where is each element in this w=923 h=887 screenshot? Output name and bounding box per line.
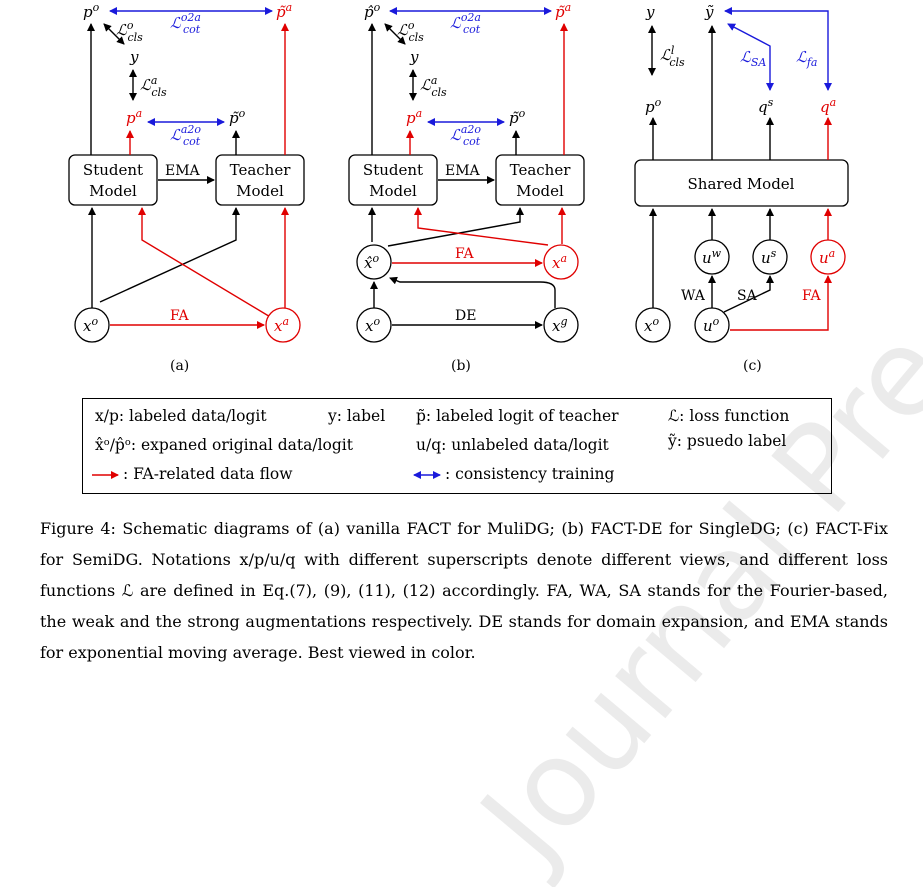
- b-loss-cot-o2a: ℒo2a cot: [450, 11, 481, 36]
- b-x-o-node: [356, 307, 392, 343]
- panel-c: y ỹ ℒl cls po qs qa ℒSA ℒfa Shared Model …: [634, 3, 849, 374]
- a-p-a: pa: [126, 107, 142, 127]
- a-fa-label: FA: [170, 308, 189, 324]
- b-x-a-node: [543, 244, 579, 280]
- a-x-a-node: [265, 307, 301, 343]
- c-panel-label: (c): [743, 358, 762, 374]
- b-fa-label: FA: [455, 246, 474, 262]
- a-x-a: xa: [274, 315, 289, 335]
- b-loss-cls-a: ℒa cls: [420, 74, 447, 99]
- b-de-label: DE: [455, 308, 476, 324]
- c-u-s: us: [761, 247, 777, 267]
- c-q-a: qa: [820, 96, 836, 116]
- b-x-o: xo: [365, 315, 380, 335]
- a-y: y: [129, 48, 139, 66]
- c-y-tilde: ỹ: [704, 3, 714, 21]
- a-cls-o-arrow: [103, 23, 125, 45]
- a-pt-a: p̃a: [276, 1, 292, 21]
- b-x-g: xg: [552, 315, 568, 335]
- legend-loss: ℒ: loss function: [668, 407, 790, 425]
- legend-xp: x/p: labeled data/logit: [95, 407, 267, 425]
- panel-a: po p̃a ℒo2a cot ℒo cls y ℒa cls pa p̃o ℒa2o…: [68, 1, 305, 374]
- legend-pt: p̃: labeled logit of teacher: [416, 407, 619, 425]
- b-teacher-label-2: Model: [516, 182, 564, 200]
- figure-caption: Figure 4: Schematic diagrams of (a) vani…: [40, 519, 888, 662]
- a-pt-o: p̃o: [229, 107, 246, 127]
- c-fa-label: FA: [802, 288, 821, 304]
- b-xg-to-xhat: [389, 276, 556, 308]
- b-loss-cls-o: ℒo cls: [397, 19, 424, 44]
- a-teacher-label-2: Model: [236, 182, 284, 200]
- a-loss-cls-o: ℒo cls: [116, 19, 143, 44]
- b-student-box: [348, 154, 438, 206]
- c-uo-to-us: [723, 275, 774, 313]
- b-x-hat-node: [356, 244, 392, 280]
- c-u-a-node: [810, 239, 846, 275]
- c-fa-arrow: [724, 7, 832, 91]
- c-u-a: ua: [819, 247, 835, 267]
- c-uo-to-ua: [730, 275, 832, 331]
- c-y: y: [645, 3, 655, 21]
- c-loss-sa: ℒSA: [740, 48, 766, 69]
- b-x-g-node: [543, 307, 579, 343]
- a-ema-label: EMA: [165, 163, 201, 179]
- b-y: y: [409, 48, 419, 66]
- panel-b: p̂o p̃a ℒo2a cot ℒo cls y ℒa cls pa p̃o ℒa2…: [348, 1, 585, 374]
- a-xo-to-teacher: [99, 207, 240, 303]
- b-p-o: p̂o: [364, 1, 381, 21]
- legend-ytilde: ỹ: psuedo label: [668, 432, 787, 450]
- a-loss-cot-o2a: ℒo2a cot: [170, 11, 201, 36]
- b-xhat-to-teacher: [387, 207, 524, 247]
- legend-fa-flow: : FA-related data flow: [123, 465, 293, 483]
- b-teacher-label-1: Teacher: [510, 161, 572, 179]
- b-pt-o: p̃o: [509, 107, 526, 127]
- c-x-o: xo: [644, 315, 659, 335]
- b-student-label-2: Model: [369, 182, 417, 200]
- b-loss-cot-a2o: ℒa2o cot: [450, 123, 481, 148]
- a-teacher-label-1: Teacher: [230, 161, 292, 179]
- legend-xhat: x̂ᵒ/p̂ᵒ: expaned original data/logit: [95, 436, 353, 454]
- c-wa-label: WA: [681, 288, 706, 304]
- c-q-s: qs: [758, 96, 774, 116]
- legend-box: x/p: labeled data/logit y: label p̃: lab…: [82, 398, 832, 494]
- b-teacher-box: [495, 154, 585, 206]
- figure-diagram: po p̃a ℒo2a cot ℒo cls y ℒa cls pa p̃o ℒa2o…: [68, 1, 849, 479]
- legend-uq: u/q: unlabeled data/logit: [416, 436, 609, 454]
- a-x-o: xo: [83, 315, 98, 335]
- c-shared-box: [634, 159, 849, 207]
- b-panel-label: (b): [451, 358, 471, 374]
- b-pt-a: p̃a: [555, 1, 571, 21]
- c-shared-label: Shared Model: [688, 175, 795, 193]
- a-x-o-node: [74, 307, 110, 343]
- a-student-label-2: Model: [89, 182, 137, 200]
- b-cls-o-arrow: [384, 23, 406, 45]
- c-p-o: po: [645, 96, 662, 116]
- legend-consistency: : consistency training: [445, 465, 615, 483]
- b-ema-label: EMA: [445, 163, 481, 179]
- c-loss-cls-l: ℒl cls: [660, 44, 685, 69]
- b-student-label-1: Student: [363, 161, 423, 179]
- legend-y: y: label: [328, 407, 386, 425]
- c-u-s-node: [752, 239, 788, 275]
- c-u-w-node: [694, 239, 730, 275]
- b-p-a: pa: [406, 107, 422, 127]
- c-loss-fa: ℒfa: [796, 48, 817, 69]
- a-xa-to-student: [138, 207, 273, 319]
- c-u-w: uw: [702, 247, 722, 267]
- a-loss-cls-a: ℒa cls: [140, 74, 167, 99]
- c-sa-label: SA: [737, 288, 758, 304]
- a-student-box: [68, 154, 158, 206]
- b-x-hat: x̂o: [364, 252, 379, 272]
- b-xa-to-student: [414, 207, 549, 246]
- a-loss-cot-a2o: ℒa2o cot: [170, 123, 201, 148]
- a-teacher-box: [215, 154, 305, 206]
- c-u-o-node: [694, 307, 730, 343]
- a-student-label-1: Student: [83, 161, 143, 179]
- c-u-o: uo: [703, 315, 720, 335]
- b-x-a: xa: [552, 252, 567, 272]
- a-panel-label: (a): [170, 358, 189, 374]
- c-x-o-node: [635, 307, 671, 343]
- a-p-o: po: [83, 1, 100, 21]
